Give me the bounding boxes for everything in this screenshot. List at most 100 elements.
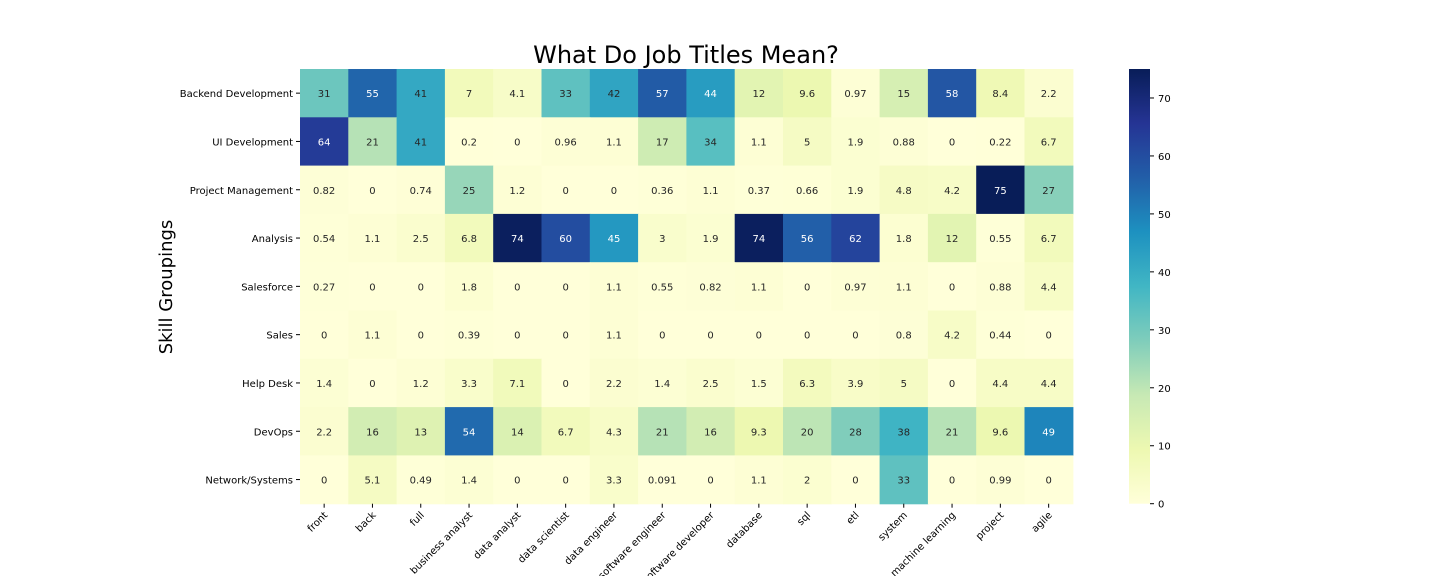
cell-value-label: 0 [562,282,568,293]
heatmap-cell [300,213,349,263]
heatmap-cell [493,310,543,360]
cell-value-label: 0 [514,476,520,487]
cell-value-label: 2.2 [606,379,622,390]
y-tick-label: Analysis [252,234,293,245]
heatmap-cell [927,213,977,263]
colorbar-gradient [1129,69,1150,504]
cell-value-label: 55 [366,89,379,100]
cell-value-label: 6.3 [799,379,815,390]
cell-value-label: 0.8 [896,331,912,342]
heatmap-cell [396,455,446,505]
cell-value-label: 0.2 [461,137,477,148]
heatmap-cell [444,310,494,360]
cell-value-label: 16 [704,427,717,438]
cell-value-label: 1.2 [413,379,429,390]
heatmap-cell [927,262,977,312]
cell-value-label: 2.2 [1041,89,1057,100]
cell-value-label: 0.22 [989,137,1011,148]
heatmap-cell [348,310,398,360]
cell-value-label: 0.36 [651,186,673,197]
cell-value-label: 0 [707,331,713,342]
cell-value-label: 1.9 [703,234,719,245]
cell-value-label: 62 [849,234,862,245]
cell-value-label: 0 [707,476,713,487]
cell-value-label: 0 [562,186,568,197]
heatmap-cell [541,69,591,118]
cell-value-label: 0.37 [748,186,770,197]
cell-value-label: 9.6 [992,427,1008,438]
cell-value-label: 12 [752,89,765,100]
cell-value-label: 56 [801,234,814,245]
heatmap-cell [783,407,832,456]
heatmap-cell [493,117,543,167]
heatmap-cell [976,165,1026,215]
cell-value-label: 1.9 [847,186,863,197]
heatmap-cell [396,262,446,312]
cell-value-label: 0 [418,331,424,342]
cell-value-label: 0 [369,282,375,293]
cell-value-label: 0 [562,331,568,342]
cell-value-label: 4.2 [944,331,960,342]
cell-value-label: 34 [704,137,717,148]
cell-value-label: 54 [463,427,476,438]
y-tick-labels: Backend Development UI Development Project… [180,89,300,487]
y-tick-label: Backend Development [180,89,293,100]
heatmap-cell [348,117,398,167]
cell-value-label: 2.5 [413,234,429,245]
heatmap-cell [927,358,977,408]
y-axis-label: Skill Groupings [156,220,177,355]
heatmap-cell [541,117,591,167]
heatmap-cell [734,455,784,505]
heatmap-cell [1024,213,1074,263]
cell-value-label: 21 [366,137,379,148]
y-tick-label: Salesforce [241,282,293,293]
cell-value-label: 42 [608,89,621,100]
cell-value-label: 0 [514,282,520,293]
heatmap-cell [879,262,929,312]
cell-value-label: 16 [366,427,379,438]
heatmap-cell [879,358,929,408]
heatmap-cell [976,117,1026,167]
heatmap-cell [396,117,446,167]
cell-value-label: 74 [511,234,524,245]
cell-value-label: 1.1 [751,282,767,293]
cell-value-label: 3.9 [847,379,863,390]
cell-value-label: 0 [852,331,858,342]
cell-value-label: 14 [511,427,524,438]
cell-value-label: 0.55 [651,282,673,293]
heatmap-cell [1024,262,1074,312]
cell-value-label: 0 [514,137,520,148]
cell-value-label: 0.82 [699,282,721,293]
cell-value-label: 8.4 [992,89,1008,100]
cell-value-label: 0 [1045,476,1051,487]
heatmap-cell [300,407,349,456]
cell-value-label: 38 [897,427,910,438]
heatmap-cell [927,310,977,360]
heatmap-cell [300,358,349,408]
heatmap-cell [300,310,349,360]
heatmap-cell [589,262,639,312]
heatmap-cell [783,69,832,118]
heatmap-cell [396,310,446,360]
cell-value-label: 21 [656,427,669,438]
cell-value-label: 4.3 [606,427,622,438]
colorbar: 0 10 20 30 40 50 60 70 [1129,69,1171,511]
cell-value-label: 2 [804,476,810,487]
cell-value-label: 64 [318,137,331,148]
heatmap-cell [927,455,977,505]
cell-value-label: 41 [414,89,427,100]
cell-value-label: 1.1 [606,137,622,148]
cell-value-label: 2.5 [703,379,719,390]
cell-value-label: 0 [321,331,327,342]
heatmap-cell [638,310,687,360]
cell-value-label: 60 [559,234,572,245]
cell-value-label: 9.3 [751,427,767,438]
heatmap-cell [348,262,398,312]
cell-value-label: 41 [414,137,427,148]
heatmap-cell [300,262,349,312]
heatmap-cell [300,165,349,215]
heatmap-cell [976,310,1026,360]
y-tick-label: Sales [266,331,293,342]
